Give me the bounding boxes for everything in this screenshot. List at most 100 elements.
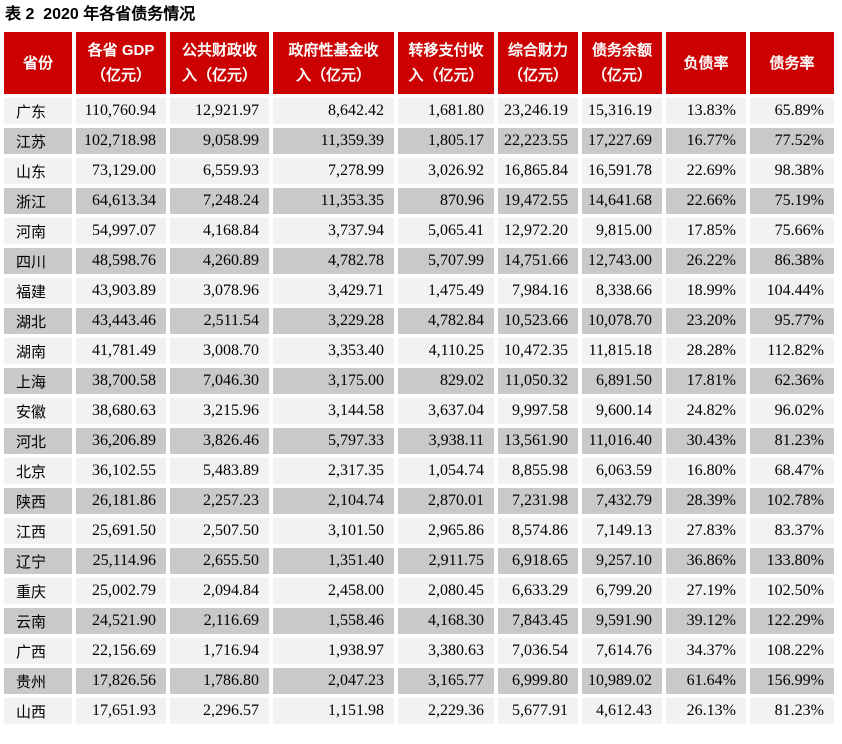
value-cell: 30.43%	[666, 428, 746, 454]
value-cell: 156.99%	[750, 668, 834, 694]
province-cell: 北京	[4, 458, 72, 484]
province-cell: 江苏	[4, 128, 72, 154]
column-header: 转移支付收 入（亿元）	[398, 32, 494, 94]
value-cell: 3,078.96	[170, 278, 269, 304]
value-cell: 61.64%	[666, 668, 746, 694]
value-cell: 1,151.98	[273, 698, 394, 724]
value-cell: 25,114.96	[76, 548, 166, 574]
table-row: 重庆 25,002.79 2,094.84 2,458.00 2,080.45 6,633…	[4, 578, 834, 604]
value-cell: 1,786.80	[170, 668, 269, 694]
value-cell: 11,815.18	[582, 338, 662, 364]
value-cell: 25,002.79	[76, 578, 166, 604]
value-cell: 13,561.90	[498, 428, 578, 454]
province-cell: 河南	[4, 218, 72, 244]
value-cell: 96.02%	[750, 398, 834, 424]
value-cell: 7,278.99	[273, 158, 394, 184]
province-cell: 四川	[4, 248, 72, 274]
province-cell: 湖南	[4, 338, 72, 364]
value-cell: 54,997.07	[76, 218, 166, 244]
value-cell: 2,458.00	[273, 578, 394, 604]
value-cell: 1,054.74	[398, 458, 494, 484]
value-cell: 1,681.80	[398, 98, 494, 124]
value-cell: 9,257.10	[582, 548, 662, 574]
table-row: 北京 36,102.55 5,483.89 2,317.35 1,054.74 8,855…	[4, 458, 834, 484]
value-cell: 4,782.78	[273, 248, 394, 274]
value-cell: 9,997.58	[498, 398, 578, 424]
value-cell: 24.82%	[666, 398, 746, 424]
value-cell: 14,641.68	[582, 188, 662, 214]
table-row: 浙江 64,613.34 7,248.24 11,353.35 870.96 19,472…	[4, 188, 834, 214]
value-cell: 3,175.00	[273, 368, 394, 394]
value-cell: 81.23%	[750, 698, 834, 724]
value-cell: 43,443.46	[76, 308, 166, 334]
value-cell: 36.86%	[666, 548, 746, 574]
province-cell: 福建	[4, 278, 72, 304]
value-cell: 2,870.01	[398, 488, 494, 514]
table-row: 四川 48,598.76 4,260.89 4,782.78 5,707.99 14,75…	[4, 248, 834, 274]
value-cell: 18.99%	[666, 278, 746, 304]
value-cell: 75.66%	[750, 218, 834, 244]
value-cell: 4,612.43	[582, 698, 662, 724]
province-cell: 江西	[4, 518, 72, 544]
table-body: 广东 110,760.94 12,921.97 8,642.42 1,681.80 23,…	[4, 98, 834, 724]
value-cell: 2,507.50	[170, 518, 269, 544]
value-cell: 3,144.58	[273, 398, 394, 424]
value-cell: 2,911.75	[398, 548, 494, 574]
value-cell: 12,743.00	[582, 248, 662, 274]
table-row: 上海 38,700.58 7,046.30 3,175.00 829.02 11,050.…	[4, 368, 834, 394]
value-cell: 25,691.50	[76, 518, 166, 544]
value-cell: 98.38%	[750, 158, 834, 184]
value-cell: 2,296.57	[170, 698, 269, 724]
value-cell: 7,843.45	[498, 608, 578, 634]
value-cell: 68.47%	[750, 458, 834, 484]
value-cell: 10,472.35	[498, 338, 578, 364]
value-cell: 3,637.04	[398, 398, 494, 424]
value-cell: 5,707.99	[398, 248, 494, 274]
province-cell: 云南	[4, 608, 72, 634]
value-cell: 9,591.90	[582, 608, 662, 634]
value-cell: 17.85%	[666, 218, 746, 244]
value-cell: 75.19%	[750, 188, 834, 214]
value-cell: 2,317.35	[273, 458, 394, 484]
value-cell: 8,574.86	[498, 518, 578, 544]
province-cell: 贵州	[4, 668, 72, 694]
value-cell: 48,598.76	[76, 248, 166, 274]
table-row: 江西 25,691.50 2,507.50 3,101.50 2,965.86 8,574…	[4, 518, 834, 544]
table-row: 福建 43,903.89 3,078.96 3,429.71 1,475.49 7,984…	[4, 278, 834, 304]
value-cell: 41,781.49	[76, 338, 166, 364]
value-cell: 3,429.71	[273, 278, 394, 304]
value-cell: 17,651.93	[76, 698, 166, 724]
value-cell: 2,511.54	[170, 308, 269, 334]
value-cell: 14,751.66	[498, 248, 578, 274]
value-cell: 22.66%	[666, 188, 746, 214]
value-cell: 5,483.89	[170, 458, 269, 484]
value-cell: 2,257.23	[170, 488, 269, 514]
value-cell: 38,700.58	[76, 368, 166, 394]
province-cell: 上海	[4, 368, 72, 394]
value-cell: 7,432.79	[582, 488, 662, 514]
value-cell: 65.89%	[750, 98, 834, 124]
table-row: 云南 24,521.90 2,116.69 1,558.46 4,168.30 7,843…	[4, 608, 834, 634]
value-cell: 26.22%	[666, 248, 746, 274]
value-cell: 11,050.32	[498, 368, 578, 394]
value-cell: 38,680.63	[76, 398, 166, 424]
value-cell: 4,260.89	[170, 248, 269, 274]
value-cell: 23.20%	[666, 308, 746, 334]
value-cell: 64,613.34	[76, 188, 166, 214]
value-cell: 3,215.96	[170, 398, 269, 424]
value-cell: 2,116.69	[170, 608, 269, 634]
value-cell: 110,760.94	[76, 98, 166, 124]
value-cell: 2,229.36	[398, 698, 494, 724]
value-cell: 19,472.55	[498, 188, 578, 214]
value-cell: 6,633.29	[498, 578, 578, 604]
table-row: 山东 73,129.00 6,559.93 7,278.99 3,026.92 16,86…	[4, 158, 834, 184]
value-cell: 43,903.89	[76, 278, 166, 304]
value-cell: 102.78%	[750, 488, 834, 514]
value-cell: 27.19%	[666, 578, 746, 604]
value-cell: 7,614.76	[582, 638, 662, 664]
value-cell: 5,797.33	[273, 428, 394, 454]
column-header: 综合财力 （亿元）	[498, 32, 578, 94]
province-cell: 湖北	[4, 308, 72, 334]
value-cell: 6,799.20	[582, 578, 662, 604]
value-cell: 23,246.19	[498, 98, 578, 124]
